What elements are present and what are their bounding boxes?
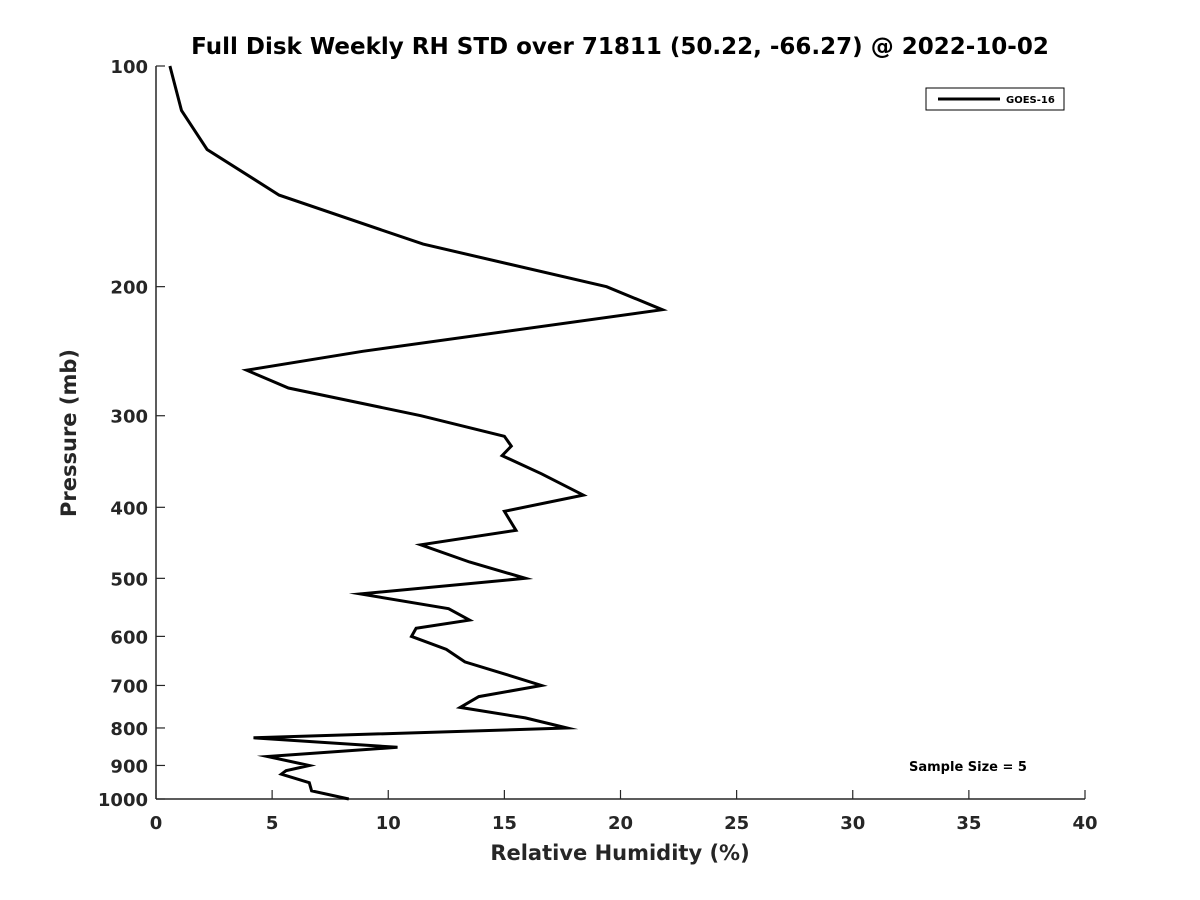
y-tick-label: 300 — [110, 407, 148, 428]
y-tick-label: 100 — [110, 57, 148, 78]
y-tick-label: 1000 — [98, 790, 148, 811]
chart-title: Full Disk Weekly RH STD over 71811 (50.2… — [191, 34, 1049, 60]
x-tick-label: 0 — [150, 813, 163, 834]
y-tick-label: 700 — [110, 676, 148, 697]
series-line-goes-16 — [168, 65, 668, 801]
plot-area — [155, 65, 1085, 801]
y-tick-label: 500 — [110, 569, 148, 590]
y-tick-label: 600 — [110, 627, 148, 648]
y-tick-label: 200 — [110, 278, 148, 299]
x-tick-label: 25 — [724, 813, 749, 834]
x-tick-label: 30 — [840, 813, 865, 834]
y-tick-label: 400 — [110, 498, 148, 519]
x-tick-label: 35 — [956, 813, 981, 834]
legend: GOES-16 — [925, 87, 1065, 111]
x-tick-label: 10 — [376, 813, 401, 834]
y-axis-ticks: 100 200 300 400 500 600 700 800 900 1000 — [98, 57, 165, 811]
x-tick-label: 15 — [492, 813, 517, 834]
x-axis-ticks: 0 5 10 15 20 25 30 35 40 — [150, 790, 1098, 834]
legend-label-goes-16: GOES-16 — [1006, 95, 1055, 106]
y-axis-label: Pressure (mb) — [57, 349, 81, 517]
x-tick-label: 5 — [266, 813, 279, 834]
y-tick-label: 800 — [110, 719, 148, 740]
x-tick-label: 20 — [608, 813, 633, 834]
x-tick-label: 40 — [1072, 813, 1097, 834]
x-axis-label: Relative Humidity (%) — [490, 841, 749, 865]
sample-size-annotation: Sample Size = 5 — [909, 760, 1027, 775]
y-tick-label: 900 — [110, 756, 148, 777]
